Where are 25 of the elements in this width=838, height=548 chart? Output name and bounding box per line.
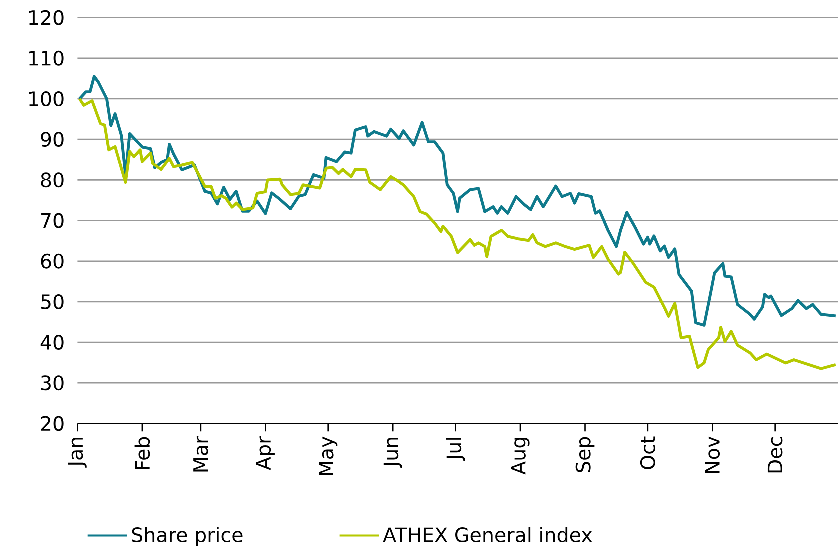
- y-tick-label: 40: [40, 334, 64, 350]
- x-tick-label: Dec: [768, 437, 783, 472]
- x-tick-label: Feb: [134, 437, 150, 470]
- x-tick-label: May: [319, 436, 338, 476]
- legend-label: Share price: [132, 527, 243, 546]
- y-tick-label: 30: [41, 375, 64, 390]
- y-tick-label: 60: [41, 254, 64, 269]
- x-tick-label: Aug: [511, 438, 530, 475]
- y-tick-label: 100: [30, 91, 64, 106]
- x-tick-label: Jan: [68, 438, 87, 468]
- x-tick-label: Oct: [640, 436, 656, 470]
- y-tick-label: 70: [42, 213, 64, 228]
- y-tick-label: 80: [41, 172, 64, 188]
- x-tick-label: Nov: [705, 436, 720, 473]
- x-tick-label: Apr: [256, 436, 275, 470]
- x-tick-label: Sep: [576, 437, 595, 472]
- x-tick-label: Jun: [384, 438, 402, 468]
- x-tick-label: Mar: [194, 436, 208, 472]
- y-tick-label: 20: [41, 416, 64, 431]
- y-tick-label: 50: [41, 294, 64, 310]
- y-tick-label: 110: [30, 50, 64, 66]
- x-tick-label: Jul: [446, 438, 466, 461]
- y-tick-label: 120: [30, 10, 64, 26]
- legend-label: ATHEX General index: [383, 527, 592, 542]
- y-tick-label: 90: [41, 132, 64, 147]
